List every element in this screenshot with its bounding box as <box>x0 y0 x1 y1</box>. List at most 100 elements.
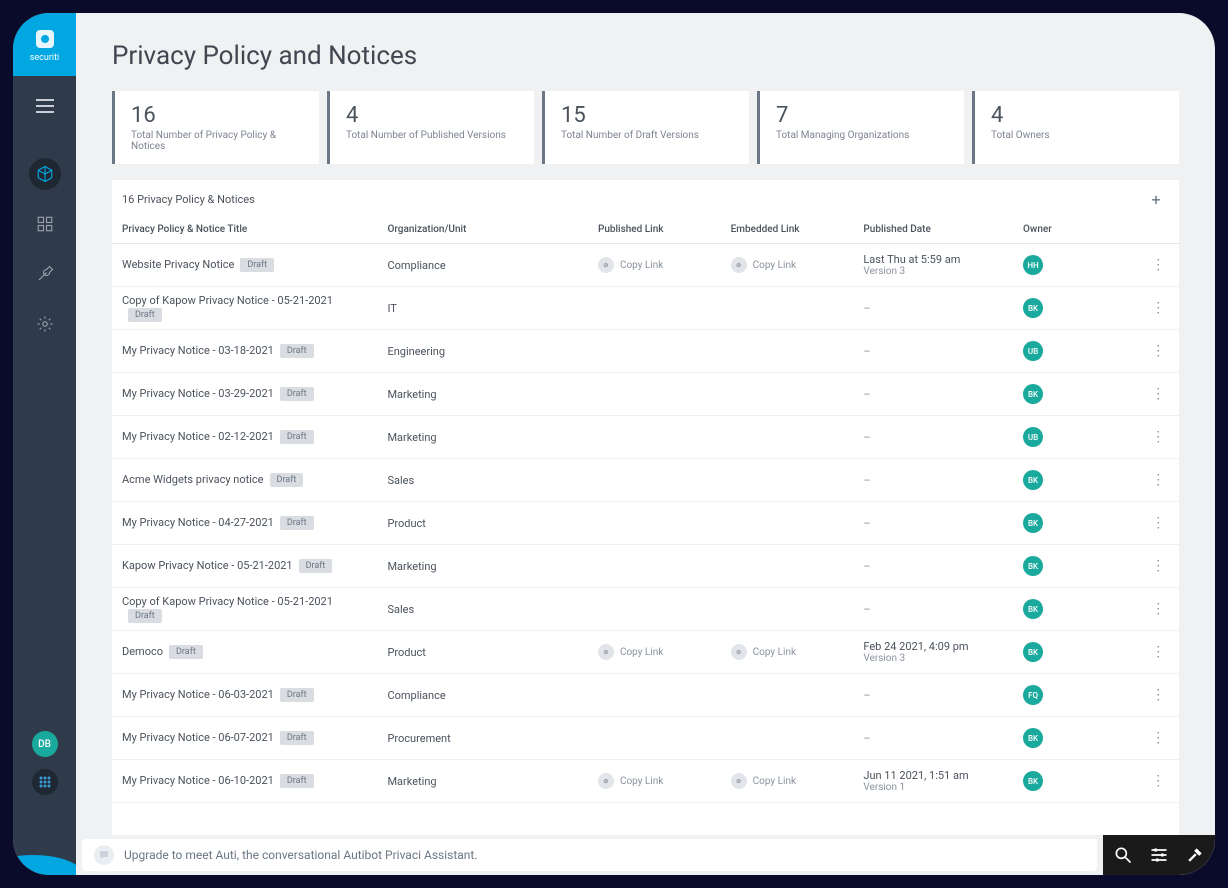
nav-tools-icon[interactable] <box>29 258 61 290</box>
nav-settings-icon[interactable] <box>29 308 61 340</box>
row-menu-button[interactable]: ⋮ <box>1148 728 1168 748</box>
copy-link-label: Copy Link <box>753 647 796 658</box>
empty-value: – <box>863 431 870 444</box>
row-menu-button[interactable]: ⋮ <box>1148 685 1168 705</box>
stat-card: 4 Total Owners <box>972 91 1179 164</box>
column-header-owner[interactable]: Owner <box>1013 216 1137 244</box>
chat-assistant-bar[interactable]: Upgrade to meet Auti, the conversational… <box>82 839 1097 871</box>
page-title: Privacy Policy and Notices <box>76 13 1215 91</box>
org-unit: IT <box>387 302 396 315</box>
policy-title: My Privacy Notice - 03-18-2021 <box>122 344 274 357</box>
row-menu-button[interactable]: ⋮ <box>1148 642 1168 662</box>
policy-title: My Privacy Notice - 06-10-2021 <box>122 774 274 787</box>
row-menu-button[interactable]: ⋮ <box>1148 384 1168 404</box>
owner-avatar: BK <box>1023 470 1043 490</box>
copy-link-button[interactable]: ⊘Copy Link <box>731 773 796 789</box>
table-row[interactable]: My Privacy Notice - 06-03-2021Draft Comp… <box>112 674 1179 717</box>
policy-title: Kapow Privacy Notice - 05-21-2021 <box>122 559 293 572</box>
policy-title: My Privacy Notice - 04-27-2021 <box>122 516 274 529</box>
row-menu-button[interactable]: ⋮ <box>1148 298 1168 318</box>
stat-label: Total Number of Draft Versions <box>561 130 733 141</box>
table-row[interactable]: My Privacy Notice - 02-12-2021Draft Mark… <box>112 416 1179 459</box>
table-row[interactable]: My Privacy Notice - 03-18-2021Draft Engi… <box>112 330 1179 373</box>
search-button[interactable] <box>1113 845 1133 865</box>
policy-title: My Privacy Notice - 06-07-2021 <box>122 731 274 744</box>
nav-data-icon[interactable] <box>29 158 61 190</box>
copy-link-button[interactable]: ⊘Copy Link <box>598 773 663 789</box>
org-unit: Procurement <box>387 732 450 745</box>
column-header-published-link[interactable]: Published Link <box>588 216 721 244</box>
policies-table-container: 16 Privacy Policy & Notices + Privacy Po… <box>112 180 1179 875</box>
wrench-icon <box>36 265 54 283</box>
add-policy-button[interactable]: + <box>1147 190 1165 208</box>
copy-link-button[interactable]: ⊘ Copy Link <box>731 644 796 660</box>
menu-toggle-button[interactable] <box>33 94 57 118</box>
published-date: Feb 24 2021, 4:09 pm <box>863 640 1003 653</box>
org-unit: Marketing <box>387 775 436 788</box>
column-header-org[interactable]: Organization/Unit <box>377 216 587 244</box>
column-header-title[interactable]: Privacy Policy & Notice Title <box>112 216 377 244</box>
gear-icon <box>36 315 54 333</box>
table-row[interactable]: My Privacy Notice - 06-10-2021Draft Mark… <box>112 760 1179 803</box>
stat-label: Total Number of Published Versions <box>346 130 518 141</box>
row-menu-button[interactable]: ⋮ <box>1148 771 1168 791</box>
column-header-date[interactable]: Published Date <box>853 216 1013 244</box>
table-row[interactable]: My Privacy Notice - 03-29-2021Draft Mark… <box>112 373 1179 416</box>
current-user-avatar[interactable]: DB <box>32 731 58 757</box>
row-menu-button[interactable]: ⋮ <box>1148 599 1168 619</box>
empty-value: – <box>863 388 870 401</box>
owner-avatar: BK <box>1023 298 1043 318</box>
filter-button[interactable] <box>1149 845 1169 865</box>
stat-label: Total Managing Organizations <box>776 130 948 141</box>
table-row[interactable]: Kapow Privacy Notice - 05-21-2021Draft M… <box>112 545 1179 588</box>
bottom-toolbar <box>1103 835 1215 875</box>
empty-value: – <box>863 345 870 358</box>
link-icon: ⊘ <box>731 644 747 660</box>
row-menu-button[interactable]: ⋮ <box>1148 427 1168 447</box>
org-unit: Compliance <box>387 259 445 272</box>
stat-card: 15 Total Number of Draft Versions <box>542 91 749 164</box>
table-row[interactable]: My Privacy Notice - 04-27-2021Draft Prod… <box>112 502 1179 545</box>
stat-label: Total Owners <box>991 130 1163 141</box>
brand-logo[interactable]: securiti <box>13 13 76 76</box>
owner-avatar: FQ <box>1023 685 1043 705</box>
table-row[interactable]: Acme Widgets privacy noticeDraft Sales –… <box>112 459 1179 502</box>
row-menu-button[interactable]: ⋮ <box>1148 556 1168 576</box>
row-menu-button[interactable]: ⋮ <box>1148 255 1168 275</box>
empty-value: – <box>863 603 870 616</box>
org-unit: Sales <box>387 603 414 616</box>
column-header-embedded-link[interactable]: Embedded Link <box>721 216 854 244</box>
copy-link-label: Copy Link <box>620 647 663 658</box>
copy-link-button[interactable]: ⊘Copy Link <box>598 644 663 660</box>
policy-title: Copy of Kapow Privacy Notice - 05-21-202… <box>122 595 333 608</box>
copy-link-button[interactable]: ⊘Copy Link <box>731 257 796 273</box>
apps-menu-button[interactable] <box>32 769 58 795</box>
published-date: Jun 11 2021, 1:51 am <box>863 769 1003 782</box>
org-unit: Marketing <box>387 560 436 573</box>
status-tag: Draft <box>280 430 314 444</box>
status-tag: Draft <box>128 308 162 322</box>
row-menu-button[interactable]: ⋮ <box>1148 341 1168 361</box>
table-row[interactable]: Website Privacy NoticeDraft Compliance ⊘… <box>112 244 1179 287</box>
table-row[interactable]: My Privacy Notice - 06-07-2021 Draft Proc… <box>112 717 1179 760</box>
sidebar: securiti <box>13 13 76 875</box>
status-tag: Draft <box>280 688 314 702</box>
policy-title: Copy of Kapow Privacy Notice - 05-21-202… <box>122 294 333 307</box>
table-row[interactable]: Copy of Kapow Privacy Notice - 05-21-202… <box>112 588 1179 631</box>
published-date: Last Thu at 5:59 am <box>863 253 1003 266</box>
table-row[interactable]: Copy of Kapow Privacy Notice - 05-21-202… <box>112 287 1179 330</box>
copy-link-button[interactable]: ⊘Copy Link <box>598 257 663 273</box>
nav-dashboard-icon[interactable] <box>29 208 61 240</box>
row-menu-button[interactable]: ⋮ <box>1148 470 1168 490</box>
row-menu-button[interactable]: ⋮ <box>1148 513 1168 533</box>
stats-row: 16 Total Number of Privacy Policy & Noti… <box>76 91 1215 164</box>
status-tag: Draft <box>280 344 314 358</box>
table-row[interactable]: DemocoDraft Product ⊘Copy Link ⊘Copy Lin… <box>112 631 1179 674</box>
grid-icon <box>36 215 54 233</box>
published-version: Version 3 <box>863 266 1003 277</box>
policy-title: My Privacy Notice - 03-29-2021 <box>122 387 274 400</box>
status-tag: Draft <box>240 258 274 272</box>
status-tag: Draft <box>280 731 314 745</box>
sliders-icon <box>1149 845 1169 865</box>
build-button[interactable] <box>1185 845 1205 865</box>
